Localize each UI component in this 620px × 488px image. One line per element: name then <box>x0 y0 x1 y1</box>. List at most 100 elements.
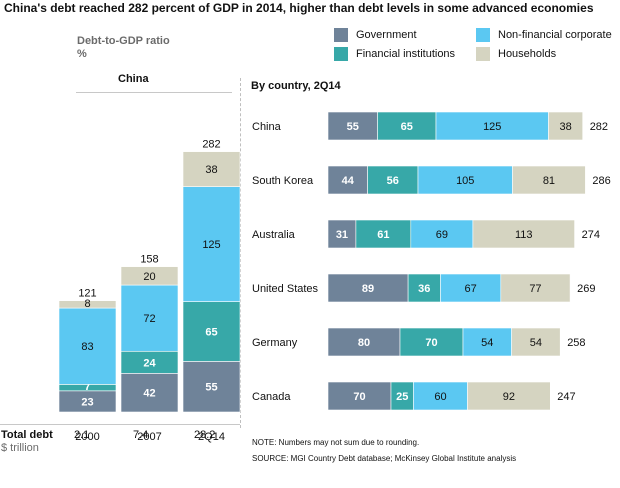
legend-item-government: Government <box>334 28 417 42</box>
bar-segment-2q14-government <box>182 361 241 413</box>
hbar-segment-south-korea-households <box>512 165 586 195</box>
hbar-segment-south-korea-non-financial-corporate <box>417 165 513 195</box>
hbar-value-label-germany-non-financial-corporate: 54 <box>481 337 493 349</box>
bar-segment-2000-non-financial-corporate <box>58 307 117 385</box>
hbar-value-label-canada-non-financial-corporate: 60 <box>434 391 446 403</box>
hbar-segment-canada-households <box>467 381 551 411</box>
bar-total-label-2007: 158 <box>140 254 158 266</box>
chart-title: China's debt reached 282 percent of GDP … <box>4 1 594 15</box>
left-panel-divider <box>76 92 232 93</box>
total-debt-label: Total debt <box>1 429 53 441</box>
hbar-segment-germany-non-financial-corporate <box>462 327 512 357</box>
x-tick-label-2000: 2000 <box>75 431 99 443</box>
hbar-segment-south-korea-financial-institutions <box>367 165 419 195</box>
hbar-value-label-south-korea-government: 44 <box>342 175 355 187</box>
ratio-unit: % <box>77 48 87 60</box>
hbar-segment-china-non-financial-corporate <box>435 111 549 141</box>
panel-divider <box>240 78 241 428</box>
hbar-value-label-canada-government: 70 <box>353 391 365 403</box>
hbar-segment-canada-non-financial-corporate <box>413 381 468 411</box>
total-debt-2000: 2.1 <box>74 429 90 441</box>
bar-value-label-2007-households: 20 <box>143 271 155 283</box>
legend-item-nonfinancial: Non-financial corporate <box>476 28 612 42</box>
hbar-segment-germany-households <box>511 327 561 357</box>
hbar-value-label-germany-government: 80 <box>358 337 370 349</box>
bar-value-label-2000-households: 8 <box>84 298 90 310</box>
legend-swatch-government <box>334 28 348 42</box>
hbar-value-label-canada-financial-institutions: 25 <box>396 391 408 403</box>
hbar-value-label-united-states-non-financial-corporate: 67 <box>465 283 477 295</box>
hbar-value-label-australia-non-financial-corporate: 69 <box>436 229 448 241</box>
hbar-segment-united-states-government <box>327 273 409 303</box>
bar-value-label-2000-financial-institutions: 7 <box>84 381 90 393</box>
hbar-segment-australia-households <box>472 219 575 249</box>
hbar-value-label-canada-households: 92 <box>503 391 515 403</box>
legend-swatch-nonfinancial <box>476 28 490 42</box>
legend-label-households: Households <box>498 48 557 60</box>
x-tick-label-2007: 2007 <box>137 431 161 443</box>
bar-value-label-2q14-financial-institutions: 65 <box>205 327 217 339</box>
hbar-value-label-china-financial-institutions: 65 <box>401 121 413 133</box>
bar-segment-2000-households <box>58 300 117 309</box>
hbar-total-label-china: 282 <box>590 121 608 133</box>
hbar-total-label-germany: 258 <box>567 337 585 349</box>
source-note: SOURCE: MGI Country Debt database; McKin… <box>252 454 517 463</box>
total-debt-2q14: 28.2 <box>194 429 216 441</box>
hbar-total-label-australia: 274 <box>582 229 600 241</box>
bar-segment-2q14-non-financial-corporate <box>182 186 241 302</box>
hbar-value-label-australia-households: 113 <box>515 229 533 241</box>
hbar-value-label-south-korea-non-financial-corporate: 105 <box>456 175 474 187</box>
y-category-label-south-korea: South Korea <box>252 175 314 187</box>
y-category-label-australia: Australia <box>252 229 296 241</box>
x-tick-label-2q14: 2Q14 <box>198 431 225 443</box>
bar-segment-2007-households <box>120 266 179 286</box>
hbar-total-label-united-states: 269 <box>577 283 595 295</box>
hbar-value-label-germany-households: 54 <box>530 337 542 349</box>
y-category-label-united-states: United States <box>252 283 319 295</box>
hbar-segment-china-households <box>548 111 584 141</box>
bar-value-label-2q14-non-financial-corporate: 125 <box>202 239 220 251</box>
hbar-value-label-south-korea-households: 81 <box>543 175 555 187</box>
hbar-segment-australia-non-financial-corporate <box>410 219 474 249</box>
bar-total-label-2q14: 282 <box>202 139 220 151</box>
legend-label-nonfinancial: Non-financial corporate <box>498 29 612 41</box>
bar-segment-2q14-financial-institutions <box>182 301 241 362</box>
hbar-value-label-china-non-financial-corporate: 125 <box>483 121 501 133</box>
hbar-segment-australia-financial-institutions <box>355 219 412 249</box>
hbar-value-label-united-states-government: 89 <box>362 283 374 295</box>
total-debt-divider <box>0 424 240 425</box>
y-category-label-china: China <box>252 121 282 133</box>
left-panel-title: China <box>118 73 149 85</box>
hbar-value-label-germany-financial-institutions: 70 <box>425 337 437 349</box>
total-debt-2007: 7.4 <box>133 429 149 441</box>
bar-value-label-2000-non-financial-corporate: 83 <box>81 341 93 353</box>
legend-label-government: Government <box>356 29 417 41</box>
bar-value-label-2000-government: 23 <box>81 396 93 408</box>
hbar-value-label-china-households: 38 <box>559 121 571 133</box>
hbar-total-label-south-korea: 286 <box>592 175 610 187</box>
hbar-value-label-south-korea-financial-institutions: 56 <box>387 175 399 187</box>
hbar-segment-australia-government <box>327 219 357 249</box>
hbar-value-label-australia-government: 31 <box>336 229 348 241</box>
bar-value-label-2q14-government: 55 <box>205 382 217 394</box>
hbar-segment-united-states-financial-institutions <box>407 273 441 303</box>
hbar-value-label-united-states-financial-institutions: 36 <box>418 283 430 295</box>
hbar-value-label-china-government: 55 <box>347 121 359 133</box>
hbar-segment-germany-government <box>327 327 401 357</box>
y-category-label-germany: Germany <box>252 337 298 349</box>
legend-swatch-households <box>476 47 490 61</box>
hbar-total-label-canada: 247 <box>557 391 575 403</box>
bar-value-label-2q14-households: 38 <box>205 164 217 176</box>
ratio-label: Debt-to-GDP ratio <box>77 35 170 47</box>
legend-swatch-financial <box>334 47 348 61</box>
hbar-value-label-australia-financial-institutions: 61 <box>377 229 389 241</box>
hbar-value-label-united-states-households: 77 <box>529 283 541 295</box>
bar-value-label-2007-government: 42 <box>143 388 155 400</box>
hbar-segment-canada-government <box>327 381 392 411</box>
hbar-segment-united-states-households <box>500 273 571 303</box>
hbar-segment-united-states-non-financial-corporate <box>440 273 502 303</box>
legend-label-financial: Financial institutions <box>356 48 456 60</box>
footnote: NOTE: Numbers may not sum due to roundin… <box>252 438 420 447</box>
bar-value-label-2007-non-financial-corporate: 72 <box>143 313 155 325</box>
